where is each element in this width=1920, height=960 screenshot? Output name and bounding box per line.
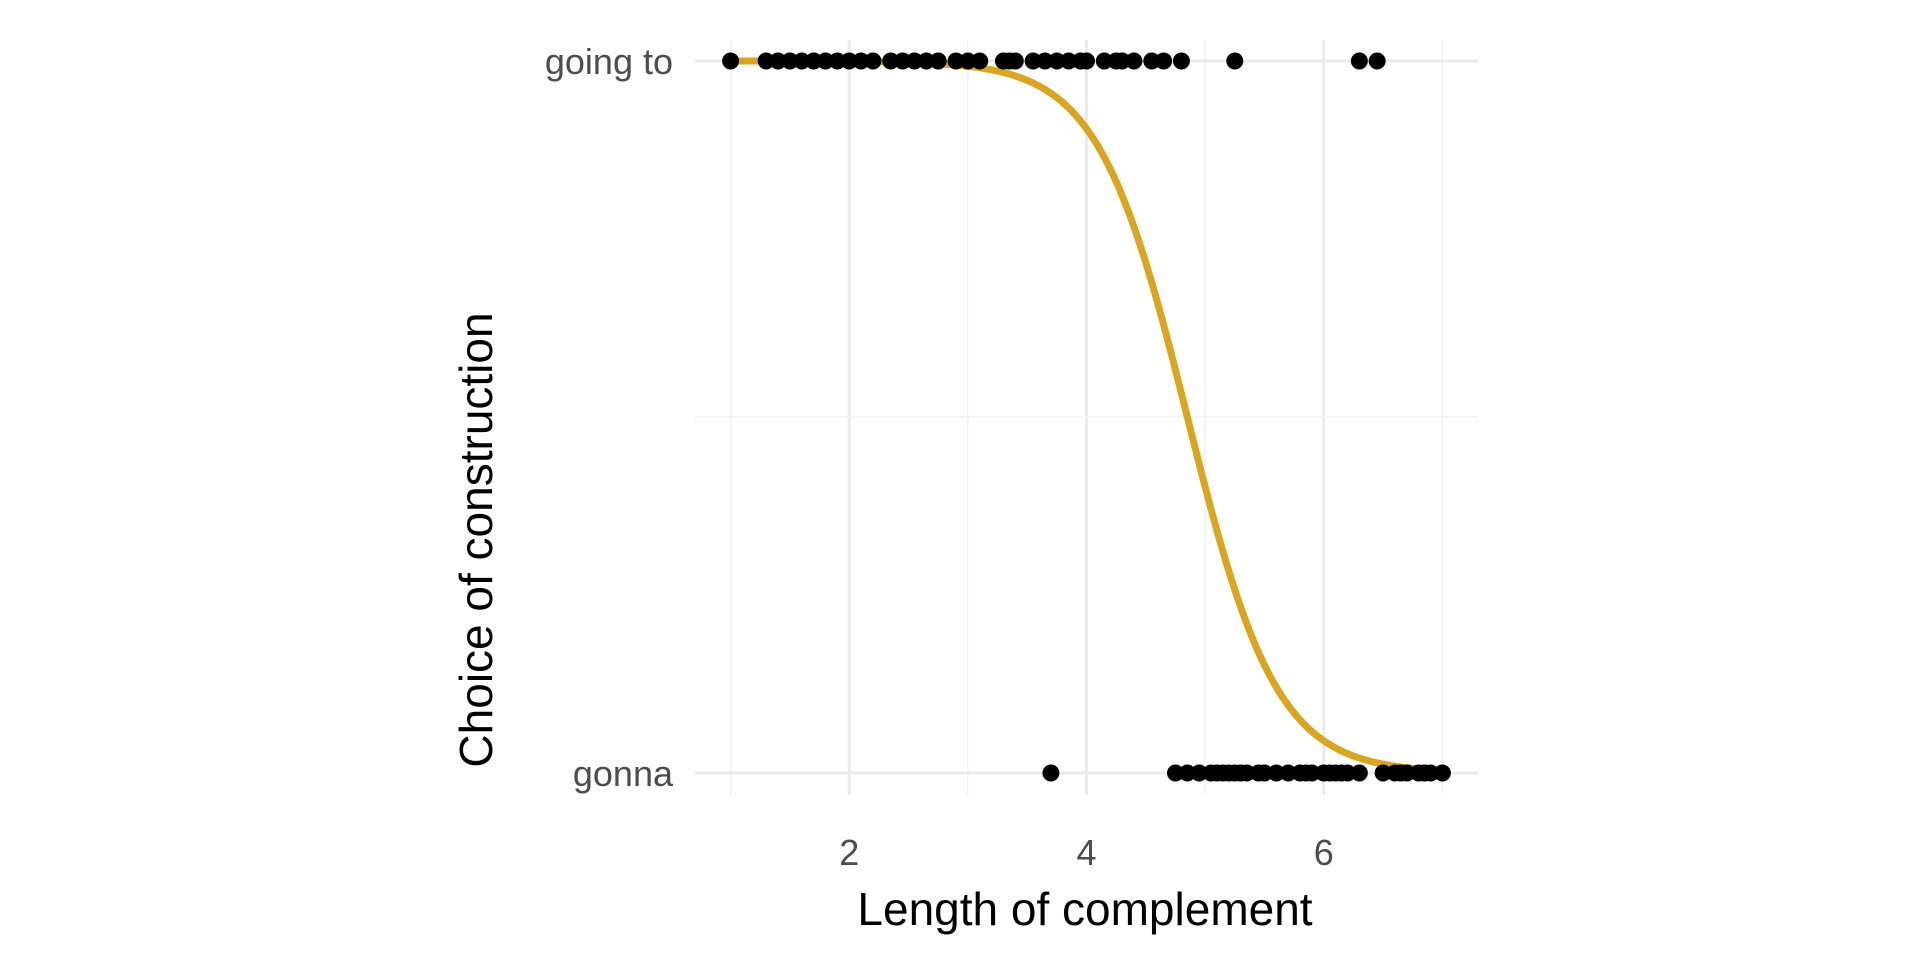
x-tick-label: 6	[1314, 832, 1334, 873]
data-point	[1339, 764, 1356, 782]
data-point	[1078, 52, 1095, 70]
x-axis-title: Length of complement	[857, 883, 1312, 935]
data-point	[1433, 764, 1451, 782]
data-point	[1125, 52, 1143, 70]
data-point	[757, 52, 775, 70]
data-point	[1060, 52, 1078, 70]
grid-lines	[695, 40, 1478, 795]
data-point	[959, 52, 977, 70]
data-point	[852, 52, 870, 70]
data-point	[894, 52, 912, 70]
data-point	[828, 52, 846, 70]
data-point	[1048, 52, 1066, 70]
data-point	[1350, 764, 1368, 782]
data-point	[1238, 764, 1256, 782]
data-point	[1113, 52, 1131, 70]
data-point	[1036, 52, 1054, 70]
data-point	[971, 52, 989, 70]
data-point	[1172, 52, 1190, 70]
data-point	[1255, 764, 1273, 782]
axis-labels-layer: 2 4 6 gonna going to	[545, 41, 1334, 873]
data-point	[817, 52, 834, 70]
data-point	[1279, 764, 1297, 782]
data-point	[1303, 764, 1321, 782]
data-point	[864, 52, 882, 70]
data-point	[1178, 764, 1196, 782]
data-point	[1368, 52, 1386, 70]
data-point	[781, 52, 799, 70]
data-point	[1350, 52, 1368, 70]
y-tick-label: gonna	[573, 753, 674, 794]
data-point	[722, 52, 740, 70]
data-point	[1190, 764, 1208, 782]
data-point	[917, 52, 935, 70]
data-point	[1095, 52, 1113, 70]
data-point	[1226, 52, 1244, 70]
data-point	[769, 52, 787, 70]
data-point	[1267, 764, 1285, 782]
x-tick-label: 2	[839, 832, 859, 873]
data-point	[1006, 52, 1024, 70]
data-point	[1155, 52, 1173, 70]
data-point	[793, 52, 811, 70]
data-point	[905, 52, 923, 70]
data-point	[1398, 764, 1416, 782]
data-point	[882, 52, 900, 70]
data-point	[1143, 52, 1161, 70]
data-points-layer	[722, 52, 1451, 782]
data-point	[947, 52, 965, 70]
data-point	[1374, 764, 1392, 782]
y-tick-label: going to	[545, 41, 673, 82]
data-point	[929, 52, 947, 70]
data-point	[1042, 764, 1060, 782]
data-point	[1422, 764, 1440, 782]
data-point	[805, 52, 823, 70]
x-tick-label: 4	[1076, 832, 1096, 873]
data-point	[840, 52, 858, 70]
data-point	[1166, 764, 1184, 782]
data-point	[1024, 52, 1042, 70]
y-axis-title: Choice of construction	[450, 312, 502, 767]
